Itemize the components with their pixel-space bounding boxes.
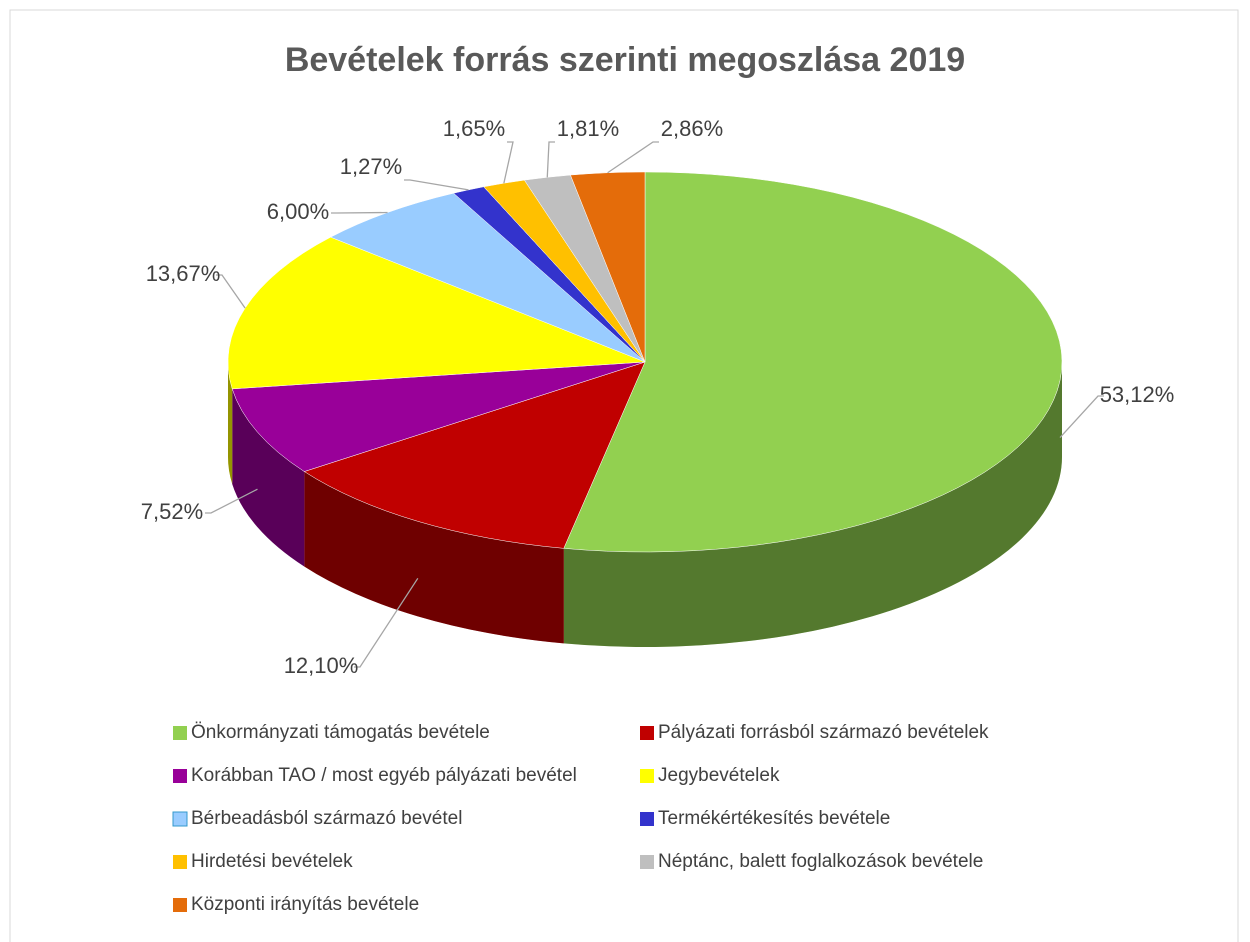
legend-label: Önkormányzati támogatás bevétele xyxy=(191,722,490,743)
leader-line xyxy=(1059,395,1104,439)
leader-line xyxy=(354,577,419,668)
data-label: 1,27% xyxy=(340,154,402,179)
data-label: 1,65% xyxy=(443,116,505,141)
data-label: 2,86% xyxy=(661,116,723,141)
legend-swatch xyxy=(173,769,187,783)
legend-label: Pályázati forrásból származó bevételek xyxy=(658,722,989,743)
legend-swatch xyxy=(640,812,654,826)
slice-side xyxy=(232,388,305,567)
leader-line xyxy=(503,141,514,184)
legend-label: Központi irányítás bevétele xyxy=(191,894,419,915)
legend-swatch xyxy=(640,726,654,740)
slice-side-shade xyxy=(304,471,564,644)
data-label: 13,67% xyxy=(146,261,221,286)
legend-swatch xyxy=(640,855,654,869)
legend-swatch xyxy=(173,855,187,869)
slice-side-shade xyxy=(563,362,1062,648)
legend-swatch xyxy=(173,898,187,912)
legend-swatch xyxy=(172,811,188,827)
slice xyxy=(570,171,646,363)
chart-title: Bevételek forrás szerinti megoszlása 201… xyxy=(285,41,965,79)
legend-label: Jegybevételek xyxy=(658,765,780,786)
legend-label: Korábban TAO / most egyéb pályázati bevé… xyxy=(191,765,577,786)
leader-line xyxy=(205,488,258,514)
data-label: 7,52% xyxy=(141,499,203,524)
slice-side xyxy=(563,362,1062,648)
leader-line xyxy=(216,274,246,309)
data-label: 6,00% xyxy=(267,199,329,224)
data-label: 53,12% xyxy=(1100,382,1175,407)
leader-line xyxy=(607,141,659,174)
slice-side-shade xyxy=(232,388,305,567)
legend-label: Néptánc, balett foglalkozások bevétele xyxy=(658,851,983,872)
legend-label: Termékértékesítés bevétele xyxy=(658,808,890,829)
slice xyxy=(231,361,646,472)
slice-side xyxy=(304,471,564,644)
slice xyxy=(563,171,1063,553)
slice-side-shade xyxy=(228,362,233,484)
slice xyxy=(303,361,646,549)
legend-label: Hirdetési bevételek xyxy=(191,851,353,872)
data-label: 1,81% xyxy=(557,116,619,141)
slice xyxy=(227,236,646,390)
legend-label: Bérbeadásból származó bevétel xyxy=(191,808,462,829)
leader-line xyxy=(404,179,469,191)
legend-swatch xyxy=(173,726,187,740)
leader-line xyxy=(546,141,555,178)
legend-swatch xyxy=(640,769,654,783)
data-label: 12,10% xyxy=(284,653,359,678)
slice-side xyxy=(228,362,233,484)
